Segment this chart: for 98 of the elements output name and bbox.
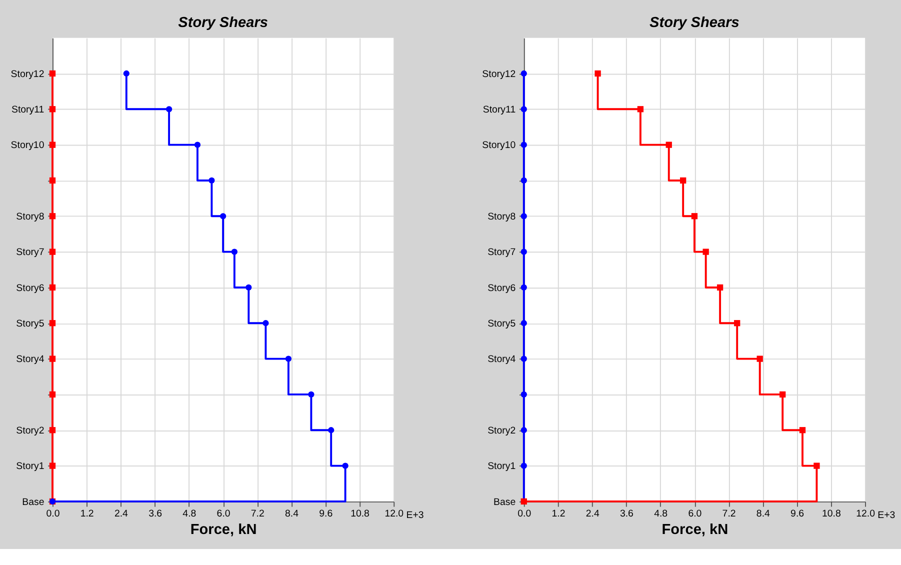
point xyxy=(49,391,56,398)
point xyxy=(520,70,527,77)
y-tick-label: Base xyxy=(22,496,44,508)
y-tick-label: Story11 xyxy=(482,104,516,116)
point xyxy=(328,427,334,434)
point xyxy=(520,142,527,148)
y-tick-label: Story10 xyxy=(482,140,516,152)
point xyxy=(814,462,820,469)
point xyxy=(702,248,709,255)
y-tick-label: Story5 xyxy=(488,318,516,330)
x-tick-label: 0.0 xyxy=(46,508,60,520)
point xyxy=(734,320,740,326)
y-tick-label: Story8 xyxy=(488,212,516,223)
point xyxy=(49,248,56,255)
y-tick-label: Story10 xyxy=(10,140,45,152)
point xyxy=(342,462,348,469)
point xyxy=(49,142,56,148)
y-tick-label: Story6 xyxy=(16,282,44,294)
point xyxy=(166,106,172,112)
point xyxy=(666,142,672,148)
point xyxy=(520,462,527,469)
x-tick-label: 10.8 xyxy=(822,508,841,520)
point xyxy=(262,320,269,326)
x-tick-label: 2.4 xyxy=(114,508,129,520)
point xyxy=(520,320,527,326)
point xyxy=(123,70,130,77)
point xyxy=(520,427,527,434)
x-tick-label: 0.0 xyxy=(518,508,532,520)
y-tick-label: Story7 xyxy=(488,247,516,258)
point xyxy=(520,177,527,184)
point xyxy=(220,213,226,220)
point xyxy=(756,356,763,362)
x-tick-label: 9.6 xyxy=(790,508,804,520)
x-tick-label: 9.6 xyxy=(319,508,333,520)
text: E+3 xyxy=(406,510,424,521)
point xyxy=(520,248,527,255)
y-tick-label: Story6 xyxy=(488,282,516,294)
x-tick-label: 4.8 xyxy=(182,508,196,520)
point xyxy=(208,177,215,184)
y-tick-label: Story8 xyxy=(16,212,44,223)
y-tick-label: Story2 xyxy=(16,426,44,437)
point xyxy=(49,462,56,469)
point xyxy=(637,106,644,112)
x-tick-label: 2.4 xyxy=(586,508,600,520)
y-tick-label: Story5 xyxy=(16,318,44,330)
x-tick-label: 12.0 xyxy=(856,508,876,520)
point xyxy=(520,284,527,291)
point xyxy=(594,70,601,77)
y-tick-label: Story12 xyxy=(482,68,516,80)
point xyxy=(49,213,56,220)
chart-title: Story Shears xyxy=(178,15,268,32)
point xyxy=(799,427,806,434)
y-tick-label: Story11 xyxy=(11,104,44,116)
x-axis-title: Force, kN xyxy=(190,522,257,538)
x-tick-label: 7.2 xyxy=(250,508,264,520)
point xyxy=(49,284,56,291)
chart-title: Story Shears xyxy=(650,15,740,32)
y-tick-label: Story4 xyxy=(488,354,516,366)
point xyxy=(49,427,56,434)
x-tick-label: 10.8 xyxy=(350,508,370,520)
x-tick-label: 4.8 xyxy=(654,508,668,520)
text: E+3 xyxy=(878,510,896,521)
point xyxy=(285,356,292,362)
point xyxy=(49,70,56,77)
point xyxy=(520,391,527,398)
x-tick-label: 1.2 xyxy=(552,508,566,520)
y-tick-label: Story1 xyxy=(488,461,516,472)
x-tick-label: 1.2 xyxy=(80,508,94,520)
y-tick-label: Story7 xyxy=(16,247,44,258)
x-tick-label: 8.4 xyxy=(756,508,771,520)
x-tick-label: 7.2 xyxy=(722,508,736,520)
y-tick-label: Story12 xyxy=(10,68,44,80)
point xyxy=(49,177,56,184)
y-tick-label: Story1 xyxy=(16,461,44,472)
point xyxy=(49,356,56,362)
point xyxy=(520,106,527,112)
point xyxy=(520,356,527,362)
point xyxy=(194,142,201,148)
y-tick-label: Base xyxy=(493,496,516,508)
x-tick-label: 8.4 xyxy=(285,508,300,520)
point xyxy=(49,106,56,112)
y-tick-label: Story2 xyxy=(488,426,516,437)
x-tick-label: 12.0 xyxy=(384,508,404,520)
point xyxy=(231,248,238,255)
x-tick-label: 3.6 xyxy=(620,508,634,520)
point xyxy=(308,391,314,398)
point xyxy=(49,320,56,326)
point xyxy=(246,284,252,291)
point xyxy=(716,284,724,291)
x-axis-title: Force, kN xyxy=(662,522,728,538)
point xyxy=(680,177,686,184)
point xyxy=(691,213,698,220)
x-tick-label: 3.6 xyxy=(148,508,162,520)
x-tick-label: 6.0 xyxy=(216,508,231,520)
point xyxy=(780,391,786,398)
point xyxy=(520,213,527,220)
x-tick-label: 6.0 xyxy=(688,508,702,520)
y-tick-label: Story4 xyxy=(16,354,45,366)
